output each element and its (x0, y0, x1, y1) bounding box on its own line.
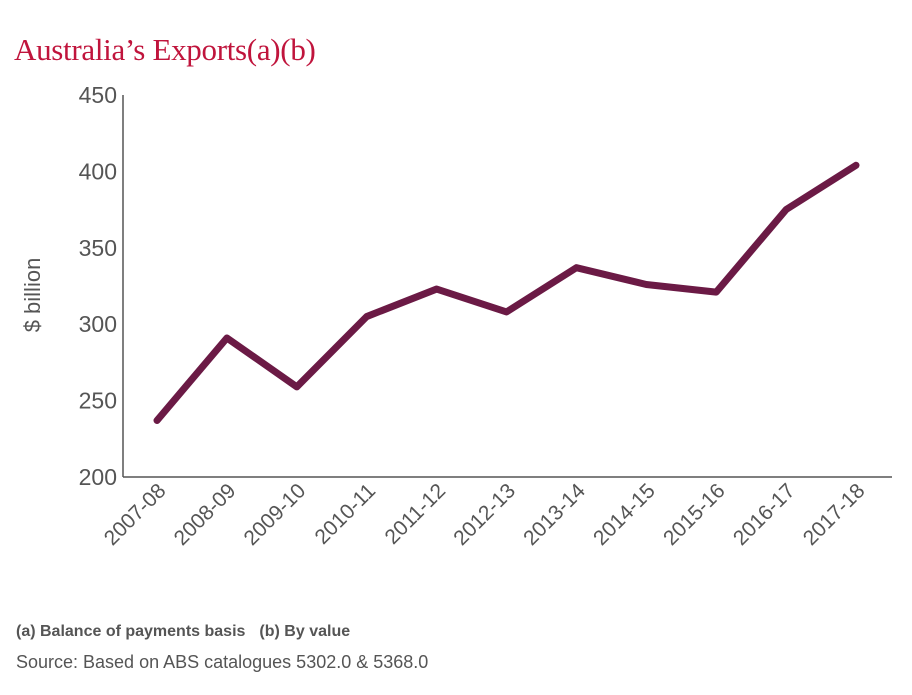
source-note: Source: Based on ABS catalogues 5302.0 &… (16, 652, 429, 672)
x-tick-label: 2015-16 (659, 479, 730, 550)
chart-title: Australia’s Exports(a)(b) (14, 32, 316, 67)
series-line (153, 161, 860, 424)
y-tick-label: 200 (79, 464, 117, 490)
line-chart: 200 250 300 350 400 450 2007-08 2008-09 2009-10… (20, 82, 892, 550)
x-tick-labels: 2007-08 2008-09 2009-10 2010-11 2011-12 2012-… (100, 479, 870, 550)
y-tick-label: 350 (79, 235, 117, 261)
x-tick-label: 2010-11 (311, 479, 381, 549)
y-tick-label: 400 (79, 158, 117, 184)
x-tick-label: 2016-17 (729, 479, 800, 550)
y-tick-label: 250 (79, 388, 117, 414)
chart-axes (122, 95, 892, 478)
y-tick-labels: 200 250 300 350 400 450 (79, 82, 117, 490)
x-tick-label: 2009-10 (240, 479, 311, 550)
x-tick-label: 2012-13 (449, 479, 520, 550)
x-tick-label: 2013-14 (519, 479, 590, 550)
y-tick-label: 300 (79, 311, 117, 337)
y-tick-label: 450 (79, 82, 117, 108)
x-tick-label: 2011-12 (380, 479, 450, 549)
series-lines (153, 161, 860, 424)
footnotes: (a) Balance of payments basis (b) By valu… (16, 623, 350, 641)
footnote-a: (a) Balance of payments basis (16, 623, 246, 640)
x-tick-label: 2017-18 (799, 479, 870, 550)
footnote-b: (b) By value (259, 623, 351, 640)
y-axis-label: $ billion (20, 258, 45, 333)
x-tick-label: 2014-15 (589, 479, 660, 550)
x-tick-label: 2008-09 (170, 479, 241, 550)
